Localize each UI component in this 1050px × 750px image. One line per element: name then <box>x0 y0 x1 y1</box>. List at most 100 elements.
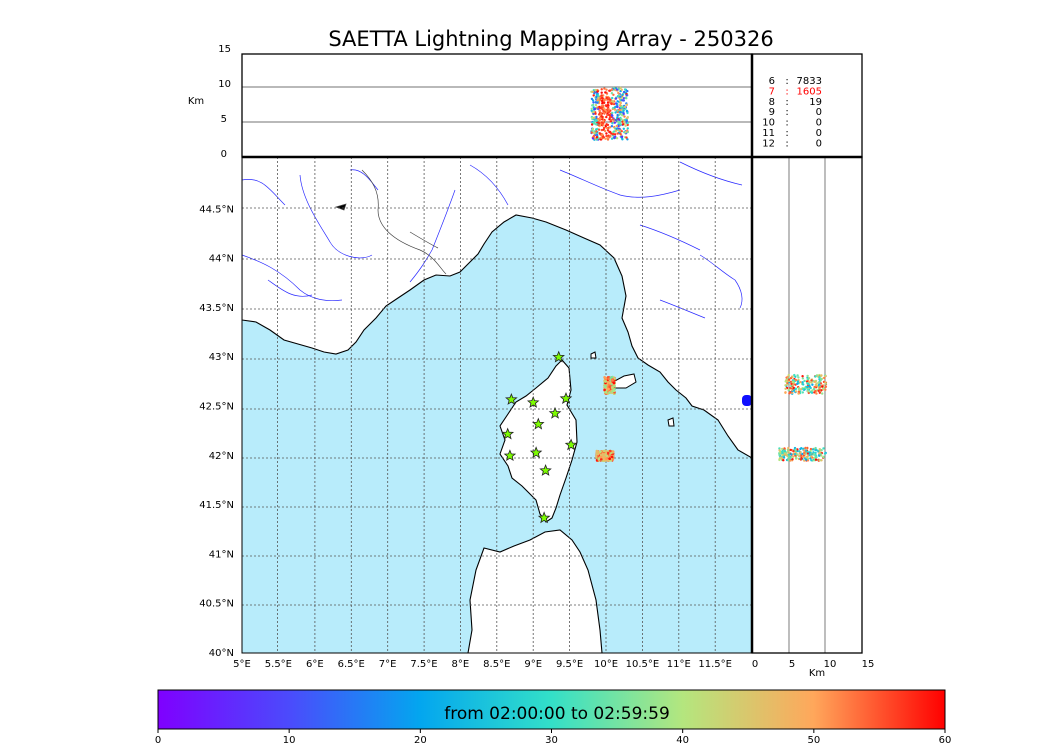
star-icon <box>559 392 573 405</box>
lightning-point <box>600 133 604 137</box>
lightning-point <box>603 385 607 389</box>
lightning-point <box>591 127 595 131</box>
lightning-point <box>611 96 614 100</box>
lightning-point <box>805 456 808 459</box>
lightning-point <box>593 107 597 111</box>
lightning-point <box>604 137 607 140</box>
lightning-point <box>781 453 784 457</box>
lightning-point <box>601 122 604 125</box>
lightning-point <box>808 451 811 454</box>
lightning-point <box>602 119 605 123</box>
lightning-point <box>818 391 821 394</box>
map-x-tick: 6.5°E <box>338 659 365 670</box>
lightning-point <box>596 99 599 102</box>
lightning-point <box>612 93 615 97</box>
lightning-point <box>594 88 597 92</box>
lightning-point <box>609 381 612 385</box>
star-icon <box>532 417 545 430</box>
lightning-point <box>611 457 615 461</box>
lightning-point <box>620 88 623 92</box>
lightning-point <box>592 131 596 134</box>
lightning-point <box>613 106 617 109</box>
lightning-point <box>808 385 811 388</box>
lightning-point <box>607 104 610 107</box>
top-y-tick: 15 <box>218 44 231 55</box>
lightning-point <box>595 93 599 96</box>
map-x-tick: 11°E <box>667 659 691 670</box>
lightning-point <box>797 390 801 393</box>
lightning-point <box>619 132 622 136</box>
right-x-tick: 15 <box>862 659 875 670</box>
lightning-point <box>618 108 621 112</box>
lightning-point <box>625 94 628 97</box>
map-x-tick: 5.5°E <box>265 659 292 670</box>
lightning-point <box>792 386 795 390</box>
lightning-point <box>605 134 608 138</box>
lightning-point <box>815 449 818 452</box>
lightning-point <box>616 105 619 109</box>
capraia-land <box>590 351 597 359</box>
lightning-point <box>612 106 615 110</box>
lightning-point <box>600 96 604 100</box>
lightning-point <box>597 95 600 98</box>
lightning-point <box>592 112 595 116</box>
lightning-point <box>783 447 786 450</box>
lightning-point <box>778 458 781 462</box>
lightning-point <box>791 375 794 379</box>
top-panel <box>242 86 752 141</box>
lightning-point <box>605 88 608 91</box>
map-stations <box>501 350 578 524</box>
lightning-point <box>811 389 814 392</box>
lightning-point <box>599 455 603 459</box>
lightning-point <box>811 448 815 451</box>
lightning-point <box>626 121 629 125</box>
lightning-point <box>823 376 826 380</box>
lightning-point <box>813 453 816 456</box>
lightning-point <box>781 447 784 451</box>
lightning-point <box>809 447 813 451</box>
lightning-point <box>602 111 606 115</box>
lightning-point <box>611 122 614 125</box>
lightning-point <box>625 109 629 113</box>
lightning-point <box>615 137 619 140</box>
lightning-point <box>610 114 614 117</box>
lightning-point <box>823 452 827 455</box>
lightning-point <box>622 99 625 102</box>
count-row-stations: 11 <box>762 128 775 139</box>
count-row-value: 0 <box>816 118 822 129</box>
lightning-point <box>592 134 596 138</box>
lightning-point <box>621 120 624 124</box>
lightning-point <box>619 110 622 114</box>
lightning-point <box>600 88 603 91</box>
lightning-point <box>608 126 612 129</box>
lightning-point <box>819 382 823 385</box>
lightning-point <box>599 107 602 110</box>
lightning-point <box>593 118 596 121</box>
lightning-point <box>603 388 606 392</box>
lightning-point <box>787 453 791 456</box>
count-row-separator: : <box>785 97 788 108</box>
lightning-point <box>789 448 792 452</box>
lightning-point <box>783 450 787 453</box>
map-x-tick: 9.5°E <box>556 659 583 670</box>
lightning-point <box>599 450 602 454</box>
count-row-value: 1605 <box>797 86 822 97</box>
lightning-point <box>590 109 593 113</box>
count-row-value: 0 <box>816 128 822 139</box>
lightning-point <box>610 88 614 91</box>
lightning-point <box>612 389 616 393</box>
map-x-tick: 7.5°E <box>410 659 437 670</box>
lightning-point <box>603 99 606 102</box>
count-row-separator: : <box>785 118 788 129</box>
lightning-point <box>606 136 610 139</box>
borders <box>334 169 447 275</box>
top-y-tick: 5 <box>221 114 227 125</box>
lightning-point <box>608 391 611 394</box>
count-row-stations: 7 <box>769 86 775 97</box>
lightning-point <box>794 378 798 382</box>
lightning-point <box>621 138 624 141</box>
lightning-point <box>799 458 803 461</box>
lightning-point <box>602 454 606 457</box>
